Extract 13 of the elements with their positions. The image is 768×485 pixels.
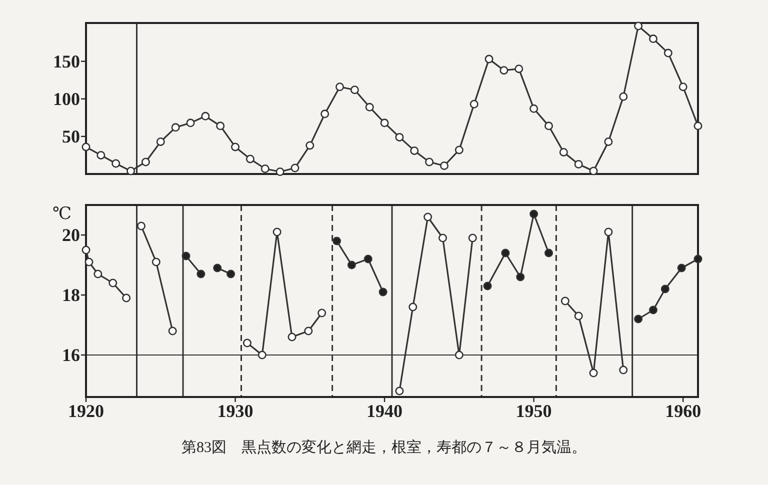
- y-tick-label: 18: [62, 285, 80, 305]
- y-tick-label: 50: [62, 126, 80, 146]
- x-tick-label: 1940: [366, 401, 403, 421]
- y-tick-label: 100: [53, 88, 80, 109]
- x-tick-label: 1950: [516, 401, 552, 421]
- x-tick-label: 1930: [217, 401, 254, 421]
- y-tick-label: 16: [62, 345, 80, 365]
- x-tick-label: 1960: [665, 401, 702, 421]
- y-axis-title: ℃: [52, 204, 72, 223]
- y-tick-label: 20: [62, 225, 80, 245]
- text: 第83図 黒点数の変化と網走，根室，寿都の７～８月気温。: [182, 439, 586, 456]
- y-tick-label: 150: [53, 51, 80, 72]
- x-tick-label: 1920: [68, 401, 104, 421]
